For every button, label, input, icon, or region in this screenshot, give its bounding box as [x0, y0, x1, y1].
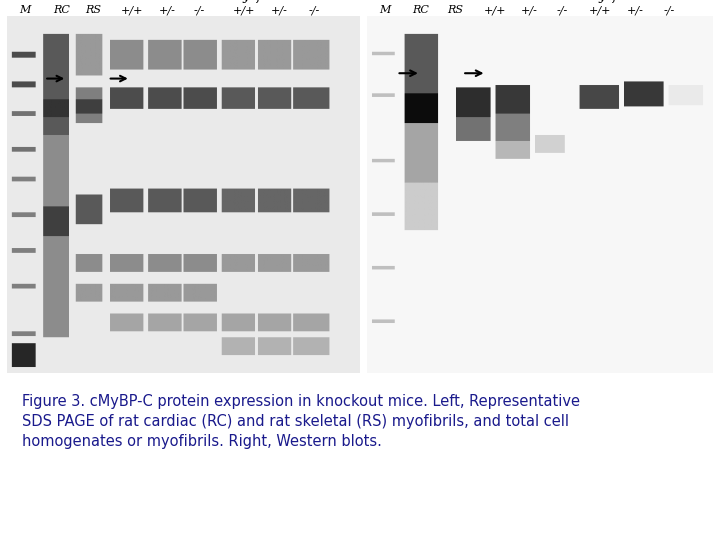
- Text: Myofibrils: Myofibrils: [588, 0, 648, 3]
- Text: -/-: -/-: [308, 5, 320, 15]
- Text: +/+: +/+: [121, 5, 144, 15]
- Text: -/-: -/-: [194, 5, 205, 15]
- Text: -/-: -/-: [557, 5, 568, 15]
- Text: -/-: -/-: [664, 5, 675, 15]
- Text: RC: RC: [53, 5, 71, 15]
- Text: +/+: +/+: [589, 5, 612, 15]
- Text: +/-: +/-: [626, 5, 644, 15]
- Text: RC: RC: [413, 5, 429, 15]
- Text: M: M: [379, 5, 390, 15]
- Text: RS: RS: [447, 5, 464, 15]
- Text: Figure 3. cMyBP-C protein expression in knockout mice. Left, Representative
SDS : Figure 3. cMyBP-C protein expression in …: [22, 394, 580, 449]
- Text: M: M: [19, 5, 30, 15]
- Text: Myofibrils: Myofibrils: [231, 0, 292, 3]
- Text: RS: RS: [86, 5, 102, 15]
- Text: +/-: +/-: [271, 5, 287, 15]
- Text: +/+: +/+: [233, 5, 255, 15]
- Text: +/+: +/+: [484, 5, 506, 15]
- Text: +/-: +/-: [159, 5, 176, 15]
- Text: Total Protein: Total Protein: [462, 0, 539, 3]
- Text: +/-: +/-: [521, 5, 538, 15]
- Text: Total Protein: Total Protein: [104, 0, 181, 3]
